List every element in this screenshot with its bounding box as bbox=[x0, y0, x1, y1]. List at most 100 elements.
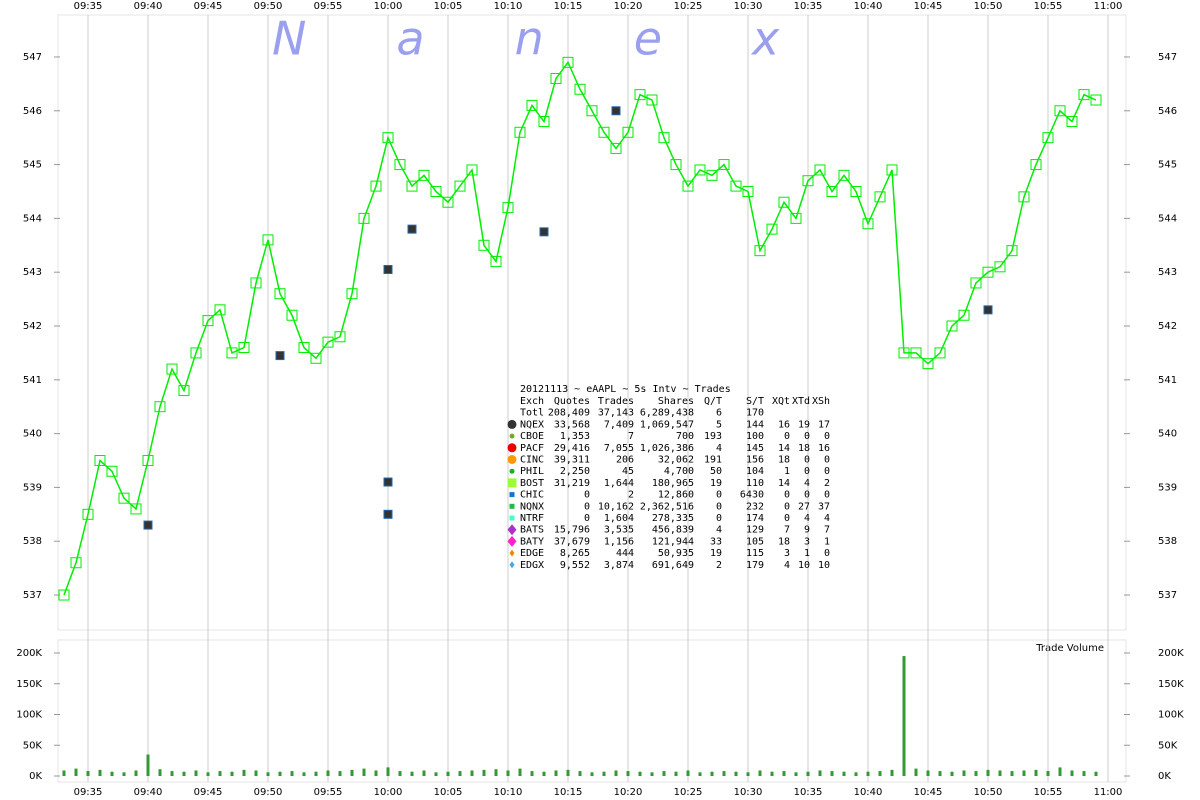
x-tick-label: 10:25 bbox=[674, 1, 703, 12]
price-marker bbox=[82, 508, 94, 520]
volume-bar bbox=[782, 771, 786, 776]
table-cell: PHIL bbox=[520, 466, 544, 477]
y-tick-label: 545 bbox=[1158, 160, 1177, 171]
y-tick-label: 544 bbox=[1158, 213, 1177, 224]
volume-bar bbox=[458, 771, 462, 776]
volume-bar bbox=[758, 770, 762, 776]
price-marker bbox=[658, 132, 670, 144]
volume-bar bbox=[638, 771, 642, 776]
price-marker bbox=[502, 202, 514, 214]
volume-bar bbox=[710, 771, 714, 776]
table-cell: 0 bbox=[716, 501, 722, 512]
price-marker bbox=[1054, 105, 1066, 117]
price-marker bbox=[526, 99, 538, 111]
legend-marker bbox=[509, 468, 515, 474]
table-cell: 193 bbox=[704, 431, 722, 442]
volume-bar bbox=[230, 771, 234, 776]
volume-bar bbox=[434, 772, 438, 776]
legend-marker bbox=[509, 515, 515, 521]
table-header: XSh bbox=[812, 396, 830, 407]
volume-bar bbox=[1046, 771, 1050, 776]
x-tick-label: 10:45 bbox=[914, 1, 943, 12]
y-tick-label: 543 bbox=[1158, 267, 1177, 278]
legend-marker bbox=[509, 492, 515, 498]
volume-bar bbox=[1094, 771, 1098, 776]
price-marker bbox=[874, 191, 886, 203]
price-marker bbox=[706, 169, 718, 181]
table-header: XTd bbox=[792, 396, 810, 407]
table-cell: 1 bbox=[824, 536, 830, 547]
table-header: Exch bbox=[520, 396, 544, 407]
outlier-trade bbox=[143, 520, 153, 530]
volume-bar bbox=[170, 771, 174, 776]
price-marker bbox=[310, 352, 322, 364]
price-marker bbox=[934, 347, 946, 359]
y-tick-label: 539 bbox=[1158, 482, 1177, 493]
table-cell: 7 bbox=[784, 525, 790, 536]
x-tick-label: 10:50 bbox=[974, 1, 1003, 12]
volume-bar bbox=[1034, 769, 1038, 776]
outlier-trade bbox=[611, 106, 621, 116]
price-marker bbox=[94, 455, 106, 467]
price-marker bbox=[1066, 116, 1078, 128]
volume-bar bbox=[770, 771, 774, 776]
price-marker bbox=[322, 336, 334, 348]
table-cell: CHIC bbox=[520, 490, 544, 501]
price-marker bbox=[862, 218, 874, 230]
volume-bar bbox=[998, 770, 1002, 776]
volume-bar bbox=[950, 771, 954, 776]
legend-marker bbox=[507, 443, 517, 453]
table-cell: 50,935 bbox=[658, 548, 694, 559]
table-cell: NQEX bbox=[520, 419, 544, 430]
table-cell: 129 bbox=[746, 525, 764, 536]
price-marker bbox=[394, 159, 406, 171]
y-tick-label: 100K bbox=[1158, 710, 1184, 721]
outlier-trade bbox=[383, 265, 393, 275]
volume-bar bbox=[890, 769, 894, 776]
y-tick-label: 540 bbox=[23, 429, 42, 440]
table-cell: 7 bbox=[628, 431, 634, 442]
price-marker bbox=[298, 342, 310, 354]
table-cell: 12,860 bbox=[658, 490, 694, 501]
y-tick-label: 547 bbox=[1158, 52, 1177, 63]
table-cell: 1,156 bbox=[604, 536, 634, 547]
table-cell: 29,416 bbox=[554, 443, 590, 454]
price-marker bbox=[826, 185, 838, 197]
price-marker bbox=[514, 126, 526, 138]
volume-bar bbox=[146, 754, 150, 776]
price-marker bbox=[574, 83, 586, 95]
table-cell: 208,409 bbox=[548, 408, 590, 419]
x-tick-label: 09:45 bbox=[194, 787, 223, 798]
table-header: Quotes bbox=[554, 396, 590, 407]
table-cell: 0 bbox=[804, 431, 810, 442]
volume-bar bbox=[854, 772, 858, 776]
volume-bar bbox=[86, 771, 90, 776]
table-cell: 18 bbox=[778, 455, 790, 466]
table-cell: 3 bbox=[784, 548, 790, 559]
table-cell: 0 bbox=[824, 548, 830, 559]
table-cell: 2,250 bbox=[560, 466, 590, 477]
y-tick-label: 544 bbox=[23, 213, 42, 224]
table-cell: 14 bbox=[778, 478, 790, 489]
table-cell: 7,409 bbox=[604, 419, 634, 430]
price-marker bbox=[466, 164, 478, 176]
table-cell: 2 bbox=[628, 490, 634, 501]
x-tick-label: 10:05 bbox=[434, 787, 463, 798]
price-marker bbox=[1030, 159, 1042, 171]
table-cell: 0 bbox=[824, 490, 830, 501]
table-cell: 104 bbox=[746, 466, 764, 477]
x-tick-label: 10:55 bbox=[1034, 787, 1063, 798]
table-cell: 278,335 bbox=[652, 513, 694, 524]
volume-bar bbox=[518, 768, 522, 776]
table-cell: 144 bbox=[746, 419, 764, 430]
price-marker bbox=[382, 132, 394, 144]
table-cell: 7,055 bbox=[604, 443, 634, 454]
table-title: 20121113 ~ eAAPL ~ 5s Intv ~ Trades bbox=[520, 384, 731, 395]
volume-bar bbox=[1022, 770, 1026, 776]
volume-bar bbox=[662, 771, 666, 776]
table-cell: 0 bbox=[716, 490, 722, 501]
table-cell: NTRF bbox=[520, 513, 544, 524]
volume-bar bbox=[122, 772, 126, 776]
volume-bar bbox=[206, 772, 210, 776]
x-tick-label: 10:30 bbox=[734, 787, 763, 798]
